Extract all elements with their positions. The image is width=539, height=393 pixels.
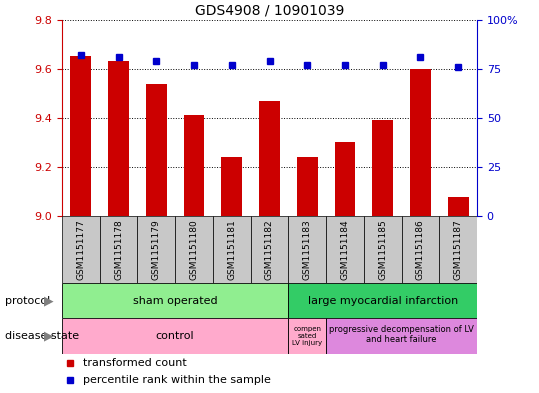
Title: GDS4908 / 10901039: GDS4908 / 10901039 bbox=[195, 3, 344, 17]
Text: progressive decompensation of LV
and heart failure: progressive decompensation of LV and hea… bbox=[329, 325, 474, 344]
Bar bbox=[146, 84, 167, 216]
Bar bbox=[108, 61, 129, 216]
Bar bbox=[326, 318, 477, 354]
Bar bbox=[326, 216, 364, 283]
Bar bbox=[251, 216, 288, 283]
Text: ▶: ▶ bbox=[44, 294, 53, 307]
Bar bbox=[62, 283, 288, 318]
Bar bbox=[62, 216, 100, 283]
Bar bbox=[297, 157, 317, 216]
Bar bbox=[71, 57, 91, 216]
Bar bbox=[448, 196, 468, 216]
Text: large myocardial infarction: large myocardial infarction bbox=[308, 296, 458, 306]
Text: GSM1151179: GSM1151179 bbox=[152, 219, 161, 280]
Text: compen
sated
LV injury: compen sated LV injury bbox=[292, 326, 322, 346]
Text: GSM1151180: GSM1151180 bbox=[190, 219, 198, 280]
Text: ▶: ▶ bbox=[44, 329, 53, 343]
Bar bbox=[62, 318, 288, 354]
Text: GSM1151187: GSM1151187 bbox=[454, 219, 462, 280]
Bar bbox=[402, 216, 439, 283]
Bar bbox=[175, 216, 213, 283]
Bar bbox=[213, 216, 251, 283]
Text: GSM1151178: GSM1151178 bbox=[114, 219, 123, 280]
Text: transformed count: transformed count bbox=[83, 358, 186, 367]
Text: protocol: protocol bbox=[5, 296, 51, 306]
Bar bbox=[364, 216, 402, 283]
Bar bbox=[439, 216, 477, 283]
Bar bbox=[288, 318, 326, 354]
Bar bbox=[288, 283, 477, 318]
Bar bbox=[335, 142, 355, 216]
Bar bbox=[222, 157, 242, 216]
Text: control: control bbox=[156, 331, 195, 341]
Bar bbox=[372, 120, 393, 216]
Text: GSM1151184: GSM1151184 bbox=[341, 219, 349, 280]
Bar bbox=[288, 216, 326, 283]
Text: GSM1151186: GSM1151186 bbox=[416, 219, 425, 280]
Text: disease state: disease state bbox=[5, 331, 80, 341]
Text: GSM1151182: GSM1151182 bbox=[265, 219, 274, 280]
Bar bbox=[410, 69, 431, 216]
Text: GSM1151177: GSM1151177 bbox=[77, 219, 85, 280]
Text: GSM1151181: GSM1151181 bbox=[227, 219, 236, 280]
Bar bbox=[184, 116, 204, 216]
Text: percentile rank within the sample: percentile rank within the sample bbox=[83, 375, 271, 385]
Text: sham operated: sham operated bbox=[133, 296, 218, 306]
Text: GSM1151183: GSM1151183 bbox=[303, 219, 312, 280]
Bar bbox=[137, 216, 175, 283]
Bar bbox=[100, 216, 137, 283]
Bar bbox=[259, 101, 280, 216]
Text: GSM1151185: GSM1151185 bbox=[378, 219, 387, 280]
